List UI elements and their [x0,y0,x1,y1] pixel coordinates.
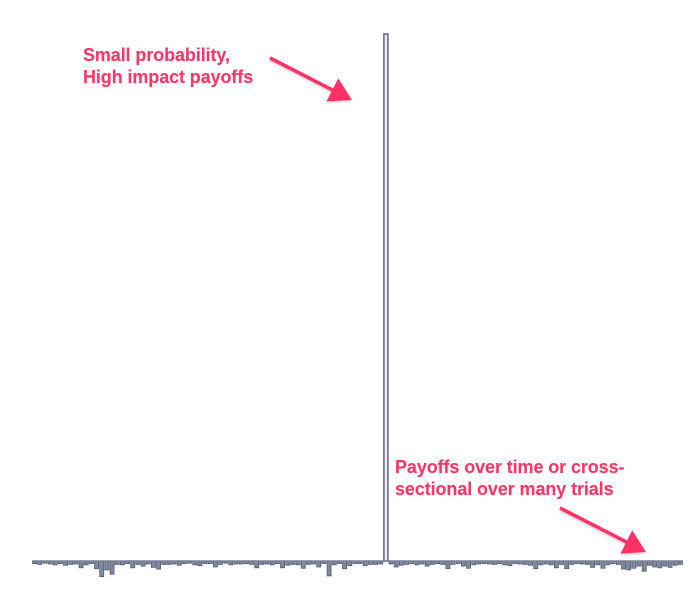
payoff-bar [600,560,606,569]
payoff-bar [280,560,286,569]
payoff-bar [316,560,322,568]
payoff-bar [626,560,632,571]
payoff-bar [78,560,84,569]
payoff-bar [393,560,399,568]
annotation-line: Payoffs over time or cross- [395,457,625,477]
arrow-shape [269,56,352,102]
annotation-payoffs-over-time: Payoffs over time or cross- sectional ov… [395,456,624,500]
payoff-bar [156,560,162,570]
payoff-bar [667,560,673,568]
annotation-line: High impact payoffs [83,67,254,87]
payoff-bar [631,560,637,569]
payoff-bar [621,560,627,570]
payoff-bar [326,560,332,577]
payoff-bar [109,560,115,575]
payoff-bar [466,560,472,569]
payoff-bar [641,560,647,572]
payoff-bar [554,560,559,569]
arrow-to-tail-icon [559,506,646,554]
payoff-bar [94,560,99,570]
payoff-bar [99,560,105,578]
payoff-bar [564,560,570,570]
payoff-bar [104,560,110,571]
annotation-arrows [269,56,646,554]
arrow-to-spike-icon [269,56,352,102]
payoff-bar [657,560,663,569]
payoff-bar [342,560,348,570]
payoff-bar [533,560,539,570]
annotation-line: sectional over many trials [395,479,614,499]
annotation-small-probability: Small probability, High impact payoffs [83,44,253,88]
annotation-line: Small probability, [83,45,230,65]
arrow-shape [559,506,646,554]
payoff-bar [445,560,451,570]
payoff-bar-spike [383,33,389,562]
payoff-bar [300,560,306,569]
payoff-bar [212,560,218,568]
payoff-bar [590,560,596,568]
payoff-bar [254,560,260,569]
payoff-bar [652,560,658,568]
payoff-bar [150,560,156,568]
payoff-bar [130,560,136,569]
